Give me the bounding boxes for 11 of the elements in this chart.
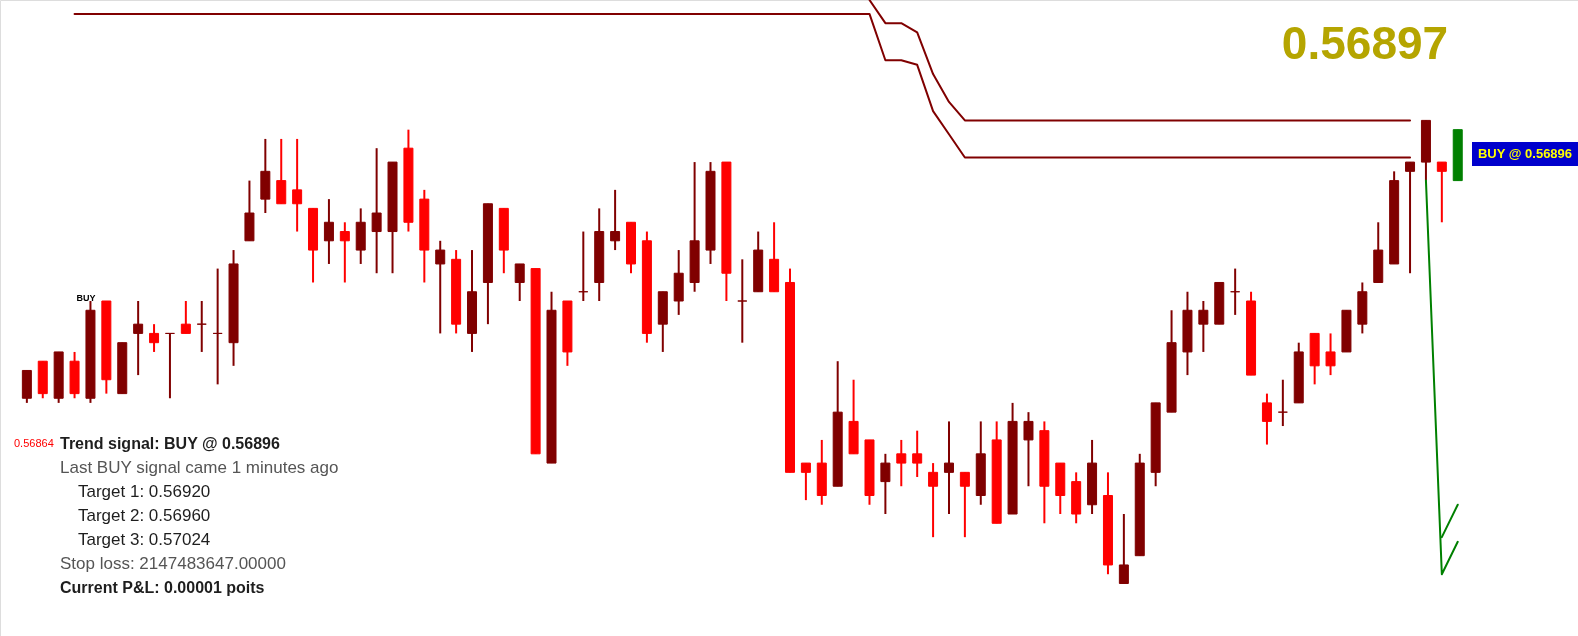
- annotation: Stop loss: 2147483647.00000: [60, 554, 286, 573]
- annotation: BUY: [76, 293, 96, 303]
- annotation: Target 2: 0.56960: [78, 506, 211, 525]
- text: 0.56897: [1281, 17, 1449, 69]
- annotation: Trend signal: BUY @ 0.56896: [60, 435, 280, 452]
- annotation: Target 1: 0.56920: [78, 482, 211, 501]
- text: BUY @ 0.56896: [1477, 146, 1573, 161]
- annotation: Current P&L: 0.00001 poits: [60, 579, 265, 596]
- annotation: Last BUY signal came 1 minutes ago: [60, 458, 339, 477]
- annotation: Target 3: 0.57024: [78, 530, 211, 549]
- annotation: 0.56864: [14, 437, 54, 449]
